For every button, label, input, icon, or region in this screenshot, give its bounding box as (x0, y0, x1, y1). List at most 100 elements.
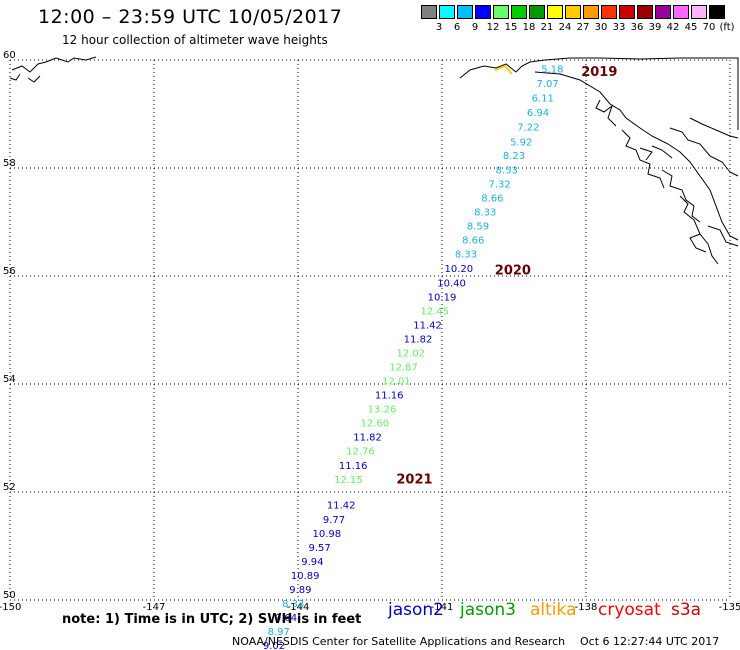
lat-tick-label: 52 (3, 482, 16, 493)
wave-height-value: 11.82 (404, 334, 433, 345)
wave-height-value: 8.33 (282, 599, 304, 610)
scale-swatch (565, 5, 581, 19)
lat-tick-label: 58 (3, 158, 16, 169)
scale-label: 45 (684, 22, 698, 33)
wave-height-value: 12.87 (389, 363, 418, 374)
scale-swatch (655, 5, 671, 19)
wave-height-value: 10.20 (444, 264, 473, 275)
wave-height-value: 9.02 (263, 641, 285, 650)
footnote: note: 1) Time is in UTC; 2) SWH is in fe… (62, 612, 362, 627)
wave-height-value: 11.16 (339, 461, 368, 472)
wave-height-points: 5.18 7.07 6.11 6.94 7.22 5.92 8.23 8.53 7.32 8.66… (263, 64, 564, 650)
lon-tick-label: -141 (431, 602, 454, 613)
wave-height-value: 8.66 (462, 236, 484, 247)
lat-tick-label: 50 (3, 590, 16, 601)
track-number-label: 2021 (396, 472, 432, 487)
wave-height-value: 8.66 (481, 193, 503, 204)
scale-label: 12 (486, 22, 500, 33)
wave-height-value: 10.98 (312, 529, 341, 540)
scale-label: 70 (702, 22, 716, 33)
lon-tick-label: -147 (143, 602, 166, 613)
scale-swatch (583, 5, 599, 19)
wave-height-value: 9.77 (323, 515, 345, 526)
scale-swatch (421, 5, 437, 19)
satellite-label: jason3 (460, 600, 516, 620)
scale-label: 3 (435, 22, 443, 33)
scale-label: 15 (504, 22, 518, 33)
wave-height-value: 8.97 (268, 627, 290, 638)
scale-label: 6 (453, 22, 461, 33)
lon-tick-label: -138 (575, 602, 598, 613)
lon-tick-label: -144 (287, 602, 310, 613)
lat-tick-label: 54 (3, 374, 16, 385)
scale-swatch (619, 5, 635, 19)
alaska-coastline (9, 56, 739, 265)
scale-swatch (601, 5, 617, 19)
lon-tick-label: -150 (0, 602, 21, 613)
wave-height-value: 5.92 (510, 137, 532, 148)
wave-height-value: 10.89 (291, 571, 320, 582)
scale-label: 27 (576, 22, 590, 33)
wave-height-value: 12.45 (420, 306, 449, 317)
credit-line: NOAA/NESDIS Center for Satellite Applica… (232, 635, 566, 648)
wave-height-value: 7.07 (536, 79, 558, 90)
lat-tick-label: 60 (3, 50, 16, 61)
page-subtitle: 12 hour collection of altimeter wave hei… (62, 33, 328, 47)
scale-swatch (547, 5, 563, 19)
altika-track-mark (494, 64, 513, 75)
scale-label: 18 (522, 22, 536, 33)
scale-swatch (439, 5, 455, 19)
wave-height-value: 10.40 (437, 278, 466, 289)
lat-lon-grid (9, 59, 731, 601)
wave-height-value: 6.94 (527, 108, 549, 119)
wave-height-value: 10.19 (428, 292, 457, 303)
wave-height-value: 11.42 (413, 320, 442, 331)
scale-swatch (673, 5, 689, 19)
scale-swatch (637, 5, 653, 19)
wave-height-value: 11.82 (353, 433, 382, 444)
lat-tick-label: 56 (3, 266, 16, 277)
wave-height-value: 12.15 (334, 475, 363, 486)
scale-swatch (529, 5, 545, 19)
wave-height-value: 8.59 (467, 222, 489, 233)
lon-tick-label: -135 (719, 602, 740, 613)
wave-height-value: 6.11 (532, 94, 554, 105)
scale-label: 24 (558, 22, 572, 33)
wave-height-value: 7.22 (517, 123, 539, 134)
wave-height-value: 13.26 (368, 405, 397, 416)
wave-height-value: 9.57 (308, 543, 330, 554)
run-timestamp: Oct 6 12:27:44 UTC 2017 (580, 635, 720, 648)
scale-swatch (475, 5, 491, 19)
scale-swatch (691, 5, 707, 19)
axis-tick-labels: 50 52 54 56 58 60 -150 -147 -144 -141 -138 -135 (0, 50, 740, 613)
wave-height-color-scale: 3 6 9 12 15 18 21 24 27 30 33 36 39 42 45 70 (ft) (421, 5, 735, 35)
scale-label: (ft) (719, 22, 735, 33)
wave-height-value: 12.60 (360, 419, 389, 430)
satellite-label: s3a (671, 600, 702, 620)
scale-label: 42 (666, 22, 680, 33)
satellite-label: jason2 (388, 600, 444, 620)
track-labels: 2019202020212022 (396, 64, 617, 487)
satellite-label: altika (530, 600, 577, 620)
scale-label: 30 (594, 22, 608, 33)
satellite-label: cryosat (598, 600, 661, 620)
scale-label: 9 (471, 22, 479, 33)
wave-height-value: 9.64 (275, 613, 297, 624)
scale-label: 33 (612, 22, 626, 33)
scale-label: 39 (648, 22, 662, 33)
scale-label: 36 (630, 22, 644, 33)
wave-height-value: 12.02 (396, 348, 425, 359)
wave-height-value: 8.23 (503, 151, 525, 162)
track-number-label: 2019 (581, 65, 617, 80)
scale-swatch (493, 5, 509, 19)
scale-swatch (709, 5, 725, 19)
wave-height-value: 12.01 (382, 377, 411, 388)
wave-height-value: 7.32 (488, 179, 510, 190)
wave-height-value: 11.16 (375, 391, 404, 402)
track-number-label: 2020 (495, 263, 531, 278)
page-title: 12:00 – 23:59 UTC 10/05/2017 (38, 6, 343, 28)
wave-height-value: 8.53 (496, 165, 518, 176)
wave-height-value: 5.18 (541, 64, 563, 75)
wave-height-value: 11.42 (327, 501, 356, 512)
